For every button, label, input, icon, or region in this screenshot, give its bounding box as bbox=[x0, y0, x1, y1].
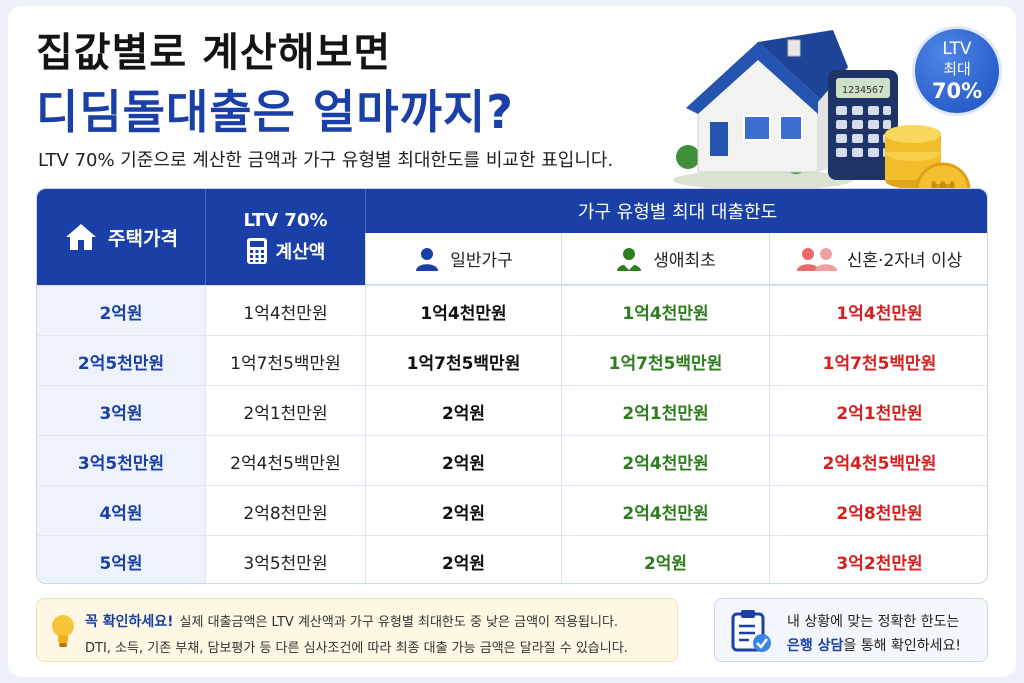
cell-ltv: 2억1천만원 bbox=[205, 386, 365, 436]
consult-rest: 을 통해 확인하세요! bbox=[843, 638, 961, 654]
person-icon bbox=[416, 247, 439, 271]
cell-first: 2억원 bbox=[561, 536, 769, 583]
header-group: 가구 유형별 최대 대출한도 bbox=[365, 189, 987, 233]
couple-icon bbox=[796, 247, 837, 271]
cell-newlywed: 2억4천5백만원 bbox=[769, 436, 987, 486]
cell-price: 4억원 bbox=[37, 486, 205, 536]
table-row: 2억5천만원 1억7천5백만원 1억7천5백만원 1억7천5백만원 1억7천5백… bbox=[37, 335, 987, 386]
cell-first: 2억1천만원 bbox=[561, 386, 769, 436]
title-line2: 디딤돌대출은 얼마까지? bbox=[36, 85, 514, 139]
header-ltv-line1: LTV 70% bbox=[243, 209, 328, 231]
person-heart-icon bbox=[617, 247, 642, 271]
cell-first: 2억4천만원 bbox=[561, 436, 769, 486]
calculator-icon bbox=[246, 237, 267, 264]
cell-newlywed: 2억1천만원 bbox=[769, 386, 987, 436]
ltv-max-badge: LTV 최대 70% bbox=[912, 26, 1002, 116]
house-calculator-illustration: 1234567 ₩ bbox=[673, 30, 971, 218]
header-ltv: LTV 70% 계산액 bbox=[205, 189, 365, 285]
cell-ltv: 1억4천만원 bbox=[205, 286, 365, 336]
notice-label: 꼭 확인하세요! bbox=[85, 614, 174, 630]
badge-line1: LTV bbox=[942, 39, 972, 59]
notice-box: 꼭 확인하세요! 실제 대출금액은 LTV 계산액과 가구 유형별 최대한도 중 … bbox=[36, 598, 678, 662]
header-price: 주택가격 bbox=[37, 189, 205, 285]
cell-general: 2억원 bbox=[365, 536, 561, 583]
table-row: 3억5천만원 2억4천5백만원 2억원 2억4천만원 2억4천5백만원 bbox=[37, 435, 987, 486]
table-row: 4억원 2억8천만원 2억원 2억4천만원 2억8천만원 bbox=[37, 485, 987, 536]
cell-general: 2억원 bbox=[365, 436, 561, 486]
cell-ltv: 3억5천만원 bbox=[205, 536, 365, 583]
cell-first: 1억4천만원 bbox=[561, 286, 769, 336]
cell-newlywed: 3억2천만원 bbox=[769, 536, 987, 583]
cell-price: 2억5천만원 bbox=[37, 336, 205, 386]
cell-price: 5억원 bbox=[37, 536, 205, 583]
house-icon bbox=[673, 30, 853, 190]
lightbulb-icon bbox=[52, 615, 74, 647]
header-newlywed-label: 신혼·2자녀 이상 bbox=[846, 251, 963, 271]
table-row: 5억원 3억5천만원 2억원 2억원 3억2천만원 bbox=[37, 535, 987, 583]
header-first-label: 생애최초 bbox=[653, 251, 716, 271]
cell-ltv: 2억4천5백만원 bbox=[205, 436, 365, 486]
cell-newlywed: 1억7천5백만원 bbox=[769, 336, 987, 386]
calculator-display: 1234567 bbox=[842, 85, 884, 96]
header-price-label: 주택가격 bbox=[108, 227, 178, 250]
title-line1: 집값별로 계산해보면 bbox=[36, 30, 392, 76]
cell-first: 2억4천만원 bbox=[561, 486, 769, 536]
header-newlywed: 신혼·2자녀 이상 bbox=[769, 233, 987, 285]
notice-text1: 실제 대출금액은 LTV 계산액과 가구 유형별 최대한도 중 낮은 금액이 적… bbox=[179, 615, 619, 630]
header-first: 생애최초 bbox=[561, 233, 769, 285]
cell-ltv: 1억7천5백만원 bbox=[205, 336, 365, 386]
badge-line2: 최대 bbox=[943, 60, 971, 78]
cell-general: 1억4천만원 bbox=[365, 286, 561, 336]
cell-price: 3억원 bbox=[37, 386, 205, 436]
notice-line1: 꼭 확인하세요! 실제 대출금액은 LTV 계산액과 가구 유형별 최대한도 중 … bbox=[85, 611, 618, 631]
cell-price: 2억원 bbox=[37, 286, 205, 336]
header-ltv-line2: 계산액 bbox=[275, 241, 326, 263]
consult-emph: 은행 상담 bbox=[787, 638, 844, 654]
cell-general: 1억7천5백만원 bbox=[365, 336, 561, 386]
consult-line2: 은행 상담을 통해 확인하세요! bbox=[787, 635, 961, 655]
consult-line1: 내 상황에 맞는 정확한 한도는 bbox=[787, 614, 960, 630]
table-row: 3억원 2억1천만원 2억원 2억1천만원 2억1천만원 bbox=[37, 385, 987, 436]
cell-general: 2억원 bbox=[365, 486, 561, 536]
consult-box: 내 상황에 맞는 정확한 한도는 은행 상담을 통해 확인하세요! bbox=[714, 598, 988, 662]
header-general-label: 일반가구 bbox=[450, 251, 513, 271]
cell-newlywed: 1억4천만원 bbox=[769, 286, 987, 336]
cell-general: 2억원 bbox=[365, 386, 561, 436]
cell-ltv: 2억8천만원 bbox=[205, 486, 365, 536]
cell-newlywed: 2억8천만원 bbox=[769, 486, 987, 536]
notice-line2: DTI, 소득, 기존 부채, 담보평가 등 다른 심사조건에 따라 최종 대출… bbox=[85, 641, 628, 656]
loan-limit-table: 주택가격 LTV 70% 계산액 가구 유형별 최대 대출한도 일반가구 bbox=[36, 188, 988, 584]
badge-line3: 70% bbox=[931, 79, 983, 103]
cell-first: 1억7천5백만원 bbox=[561, 336, 769, 386]
house-icon bbox=[66, 224, 97, 250]
calculator-icon: 1234567 bbox=[828, 70, 898, 180]
table-row: 2억원 1억4천만원 1억4천만원 1억4천만원 1억4천만원 bbox=[37, 285, 987, 336]
clipboard-check-icon bbox=[731, 610, 771, 652]
subtitle: LTV 70% 기준으로 계산한 금액과 가구 유형별 최대한도를 비교한 표입… bbox=[38, 150, 614, 171]
header-general: 일반가구 bbox=[365, 233, 561, 285]
cell-price: 3억5천만원 bbox=[37, 436, 205, 486]
